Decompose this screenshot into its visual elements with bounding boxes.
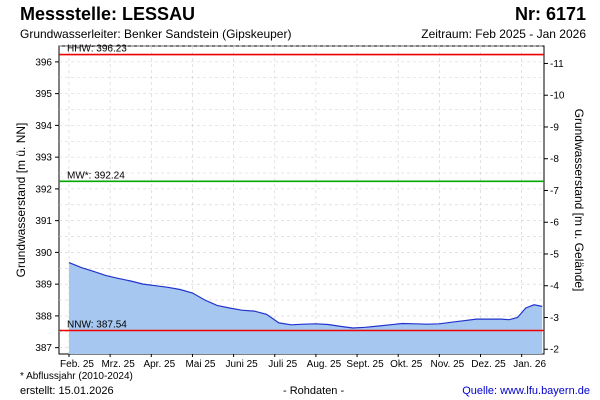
x-tick-label: Aug. 25	[307, 359, 342, 370]
x-tick-label: Feb. 25	[60, 359, 94, 370]
y-tick-label-left: 396	[35, 57, 52, 68]
x-tick-label: Okt. 25	[390, 359, 423, 370]
y-tick-label-right: -2	[550, 345, 559, 356]
y-tick-label-left: 393	[35, 153, 52, 164]
y-tick-label-left: 388	[35, 311, 52, 322]
reference-label: NNW: 387.54	[67, 320, 127, 331]
y-tick-label-left: 395	[35, 89, 52, 100]
groundwater-line	[68, 262, 543, 329]
y-tick-label-right: -5	[550, 249, 559, 260]
y-tick-label-left: 387	[35, 343, 52, 354]
x-tick-label: Juni 25	[225, 359, 258, 370]
y-axis-right-title: Grundwasserstand [m u. Gelände]	[572, 109, 586, 292]
reference-label: HHW: 396.23	[67, 44, 127, 55]
y-tick-label-left: 390	[35, 248, 52, 259]
y-tick-label-left: 392	[35, 184, 52, 195]
x-tick-label: Mrz. 25	[101, 359, 135, 370]
x-tick-label: Jan. 26	[513, 359, 546, 370]
y-axis-right: -2 -3 -4 -5 -6 -7 -8 -9 -10 -11	[544, 59, 565, 356]
y-tick-label-right: -9	[550, 122, 559, 133]
created-date: erstellt: 15.01.2026	[20, 385, 114, 397]
y-tick-label-left: 389	[35, 280, 52, 291]
source-link[interactable]: Quelle: www.lfu.bayern.de	[462, 385, 590, 397]
station-number: Nr: 6171	[514, 4, 586, 24]
y-tick-label-right: -6	[550, 218, 559, 229]
y-tick-label-right: -3	[550, 313, 559, 324]
reference-label: MW*: 392.24	[67, 170, 125, 181]
y-axis-left: 387 388 389 390 391 392 393 394 395 396	[35, 57, 59, 354]
y-axis-left-title: Grundwasserstand [m ü. NN]	[14, 123, 28, 278]
aquifer-label: Grundwasserleiter: Benker Sandstein (Gip…	[20, 27, 292, 41]
page-title: Messstelle: LESSAU	[20, 4, 196, 24]
raw-data-label: - Rohdaten -	[283, 385, 345, 397]
y-tick-label-right: -10	[550, 91, 565, 102]
period-label: Zeitraum: Feb 2025 - Jan 2026	[421, 27, 586, 41]
y-tick-label-left: 394	[35, 121, 52, 132]
x-axis: Feb. 25 Mrz. 25 Apr. 25 Mai 25 Juni 25 Juli 2…	[60, 354, 546, 370]
x-tick-label: Dez. 25	[471, 359, 506, 370]
y-tick-label-right: -8	[550, 154, 559, 165]
y-tick-label-right: -4	[550, 281, 559, 292]
y-tick-label-right: -7	[550, 186, 559, 197]
x-tick-label: Mai 25	[185, 359, 215, 370]
footnote: * Abflussjahr (2010-2024)	[20, 371, 133, 382]
x-tick-label: Juli 25	[268, 359, 297, 370]
x-tick-label: Sept. 25	[346, 359, 384, 370]
reference-lines: HHW: 396.23 MW*: 392.24 NNW: 387.54	[59, 44, 544, 332]
x-tick-label: Apr. 25	[143, 359, 175, 370]
x-tick-label: Nov. 25	[430, 359, 464, 370]
y-tick-label-right: -11	[550, 59, 564, 70]
y-tick-label-left: 391	[35, 216, 52, 227]
